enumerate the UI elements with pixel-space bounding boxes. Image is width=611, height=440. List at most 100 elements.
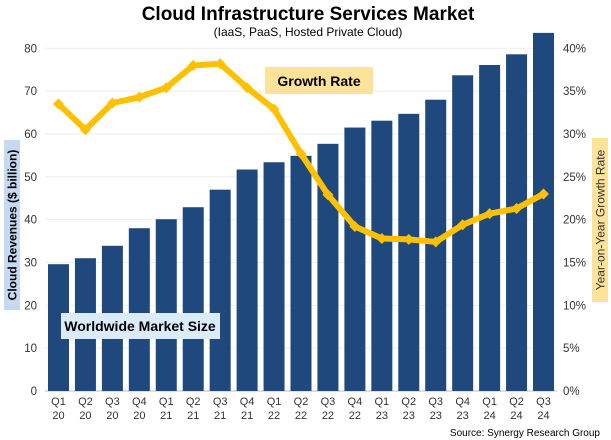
chart-title: Cloud Infrastructure Services Market	[142, 4, 475, 25]
x-tick-label: Q2	[294, 396, 309, 408]
x-tick-label: 21	[187, 410, 199, 422]
x-tick-label: Q4	[240, 396, 255, 408]
y2-tick-label: 20%	[563, 215, 586, 227]
growth-rate-point	[511, 203, 523, 215]
market-size-label-box	[61, 313, 220, 339]
growth-rate-point	[403, 233, 415, 245]
bar	[48, 264, 69, 391]
y2-tick-label: 0%	[563, 386, 580, 398]
y2-tick-label: 5%	[563, 343, 580, 355]
growth-rate-point	[349, 221, 361, 233]
x-tick-label: 23	[430, 410, 442, 422]
bar	[344, 127, 366, 391]
x-tick-label: Q1	[159, 396, 174, 408]
x-tick-label: 24	[483, 410, 495, 422]
y-tick-label: 20	[24, 300, 37, 312]
x-tick-label: Q1	[51, 396, 66, 408]
x-tick-label: 24	[510, 410, 522, 422]
bar	[371, 120, 393, 391]
growth-rate-point	[457, 219, 469, 231]
x-tick-label: Q3	[428, 396, 443, 408]
growth-rate-point	[160, 82, 172, 94]
growth-rate-point	[187, 59, 199, 71]
y-axis-label: Cloud Revenues ($ billion)	[6, 150, 20, 301]
bar	[263, 162, 285, 391]
growth-rate-point	[241, 82, 253, 94]
bar	[128, 228, 150, 391]
y2-tick-label: 25%	[563, 172, 586, 184]
growth-rate-point	[79, 124, 91, 136]
x-tick-label: 21	[241, 410, 253, 422]
x-tick-label: 22	[268, 410, 280, 422]
y-tick-label: 40	[24, 215, 37, 227]
x-tick-label: 20	[106, 410, 118, 422]
y2-axis-label: Year-on-Year Growth Rate	[594, 149, 608, 290]
x-tick-label: 22	[322, 410, 334, 422]
chart-subtitle: (IaaS, PaaS, Hosted Private Cloud)	[214, 25, 403, 39]
x-tick-label: Q2	[78, 396, 93, 408]
x-tick-label: Q3	[105, 396, 120, 408]
y2-tick-label: 30%	[563, 129, 586, 141]
y-tick-label: 80	[24, 43, 37, 55]
y-tick-label: 10	[24, 343, 37, 355]
bar	[182, 207, 204, 391]
bar	[290, 155, 312, 391]
x-tick-label: 21	[214, 410, 226, 422]
bar	[155, 219, 177, 391]
x-tick-label: 20	[52, 410, 64, 422]
y2-tick-label: 35%	[563, 86, 586, 98]
y-tick-label: 0	[31, 386, 37, 398]
x-tick-label: 22	[349, 410, 361, 422]
x-tick-label: Q3	[321, 396, 336, 408]
growth-rate-point	[430, 236, 442, 248]
x-tick-label: 20	[133, 410, 145, 422]
x-tick-label: 24	[537, 410, 549, 422]
x-tick-label: Q4	[348, 396, 363, 408]
bar	[398, 113, 420, 392]
y-tick-label: 30	[24, 257, 37, 269]
growth-rate-point	[268, 103, 280, 115]
growth-rate-point	[53, 98, 64, 110]
y2-tick-label: 15%	[563, 257, 586, 269]
x-tick-label: Q3	[213, 396, 228, 408]
y2-axis-label-box	[592, 138, 608, 302]
bar	[317, 143, 339, 391]
x-tick-label: 23	[457, 410, 469, 422]
growth-rate-point	[106, 97, 118, 109]
x-tick-label: Q4	[455, 396, 470, 408]
growth-rate-point	[376, 232, 388, 244]
growth-rate-point	[214, 58, 226, 70]
x-tick-label: Q2	[401, 396, 416, 408]
bar	[533, 32, 554, 391]
y-tick-label: 60	[24, 129, 37, 141]
y-tick-label: 70	[24, 86, 37, 98]
x-tick-label: Q3	[536, 396, 551, 408]
x-tick-label: 20	[79, 410, 91, 422]
market-size-label: Worldwide Market Size	[64, 318, 216, 334]
growth-rate-point	[484, 208, 496, 220]
x-tick-label: 22	[295, 410, 307, 422]
x-tick-label: Q2	[509, 396, 524, 408]
x-tick-label: Q1	[482, 396, 497, 408]
x-tick-label: Q2	[186, 396, 201, 408]
x-tick-label: 23	[376, 410, 388, 422]
growth-rate-point	[322, 189, 334, 201]
x-tick-label: 21	[160, 410, 172, 422]
bar	[479, 65, 501, 391]
x-tick-label: Q1	[267, 396, 282, 408]
y-tick-label: 50	[24, 172, 37, 184]
bar	[236, 169, 258, 391]
source-note: Source: Synergy Research Group	[450, 428, 601, 439]
bar	[209, 189, 231, 391]
growth-rate-point	[295, 148, 307, 160]
bar	[452, 75, 474, 391]
growth-rate-label: Growth Rate	[277, 73, 360, 89]
growth-rate-label-box	[265, 67, 373, 94]
x-tick-label: Q1	[374, 396, 389, 408]
bar	[506, 54, 528, 392]
x-tick-label: Q4	[132, 396, 147, 408]
x-tick-label: 23	[403, 410, 415, 422]
growth-rate-point	[133, 91, 145, 103]
growth-rate-point	[538, 188, 549, 200]
